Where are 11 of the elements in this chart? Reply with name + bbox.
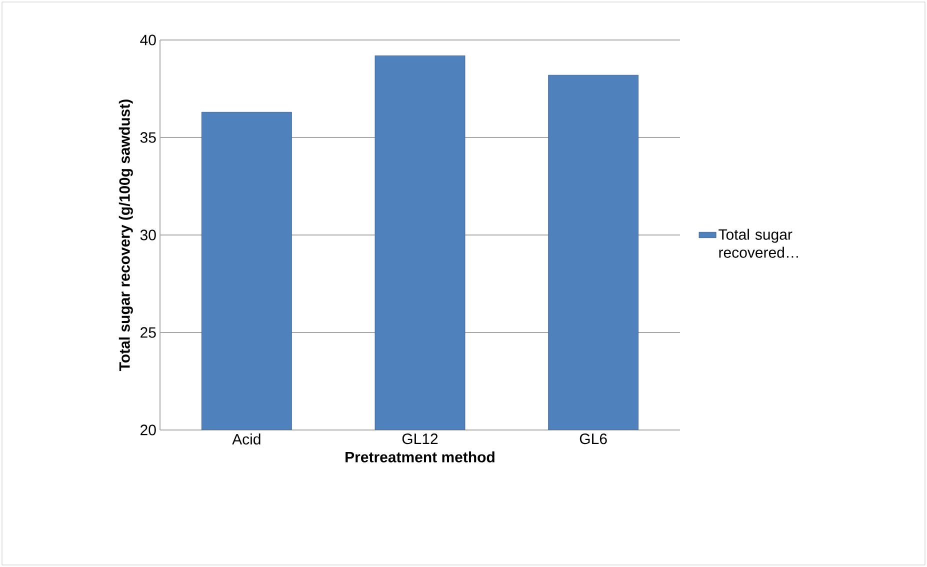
y-tick-label: 35: [140, 132, 156, 143]
x-tick-label: Acid: [232, 434, 260, 445]
y-axis-title: Total sugar recovery (g/100g sawdust): [118, 100, 133, 371]
y-tick-label: 40: [140, 34, 156, 46]
y-tick-label: 20: [140, 424, 156, 436]
y-tick-label: 30: [140, 230, 156, 240]
x-tick-label: GL6: [580, 434, 607, 444]
legend-label: Total sugar recovered…: [718, 228, 798, 258]
x-tick-label: GL12: [402, 434, 438, 444]
y-tick-label: 25: [140, 327, 156, 338]
x-axis-title: Pretreatment method: [346, 451, 494, 462]
